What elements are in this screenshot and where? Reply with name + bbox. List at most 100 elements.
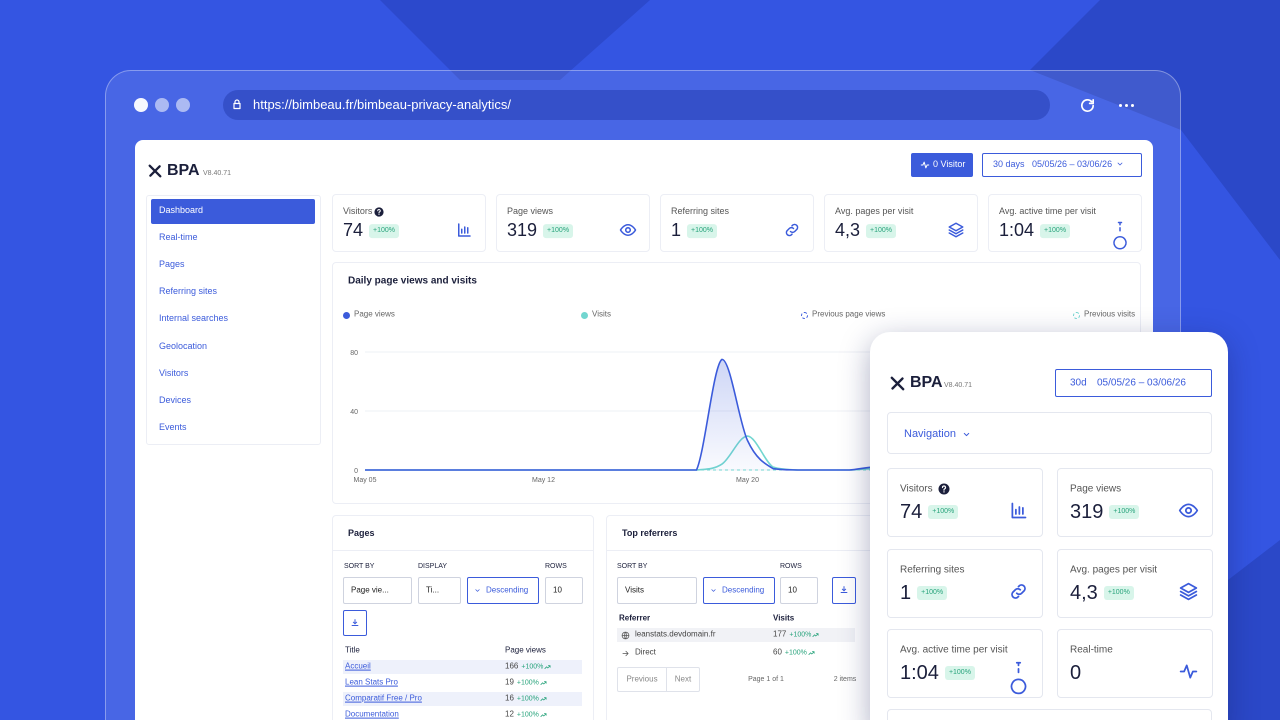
select[interactable] <box>418 577 461 604</box>
pages-card <box>332 515 594 720</box>
change: +100% <box>516 679 539 687</box>
page-info: Page 1 of 1 <box>748 676 784 684</box>
select-value: Descending <box>486 585 529 595</box>
legend-swatch <box>800 311 808 319</box>
page-link: Lean Stats Pro <box>345 677 398 687</box>
icon <box>963 432 969 436</box>
select[interactable] <box>545 577 583 604</box>
menu-dot <box>1124 103 1128 107</box>
version: V8.40.71 <box>944 382 973 390</box>
navigation-label: Navigation <box>904 427 956 440</box>
row: 0 <box>1070 662 1081 684</box>
trend-icon <box>544 665 551 669</box>
icon <box>621 631 629 639</box>
stat-value: 4,3 <box>835 220 861 241</box>
window-dot <box>155 98 169 112</box>
select-value: Descending <box>722 585 765 595</box>
icon <box>351 619 359 626</box>
bg-shape <box>1030 0 1280 260</box>
divider <box>332 550 594 551</box>
row-bg <box>343 660 582 674</box>
select[interactable] <box>617 577 697 604</box>
help-icon <box>374 207 384 217</box>
nav-item: Geolocation <box>159 340 208 351</box>
select[interactable] <box>467 577 539 604</box>
row: 319 +100% <box>1070 501 1140 523</box>
icon <box>948 222 964 238</box>
next-button[interactable] <box>666 667 700 692</box>
select[interactable] <box>703 577 775 604</box>
download-button[interactable] <box>343 610 367 636</box>
icon <box>840 586 848 593</box>
icon <box>920 161 930 169</box>
row: 166 +100% <box>505 661 551 672</box>
stat-change: +100% <box>1040 224 1071 238</box>
range-dates: 05/05/26 – 03/06/26 <box>1097 377 1186 389</box>
column-header: Visits <box>773 613 795 623</box>
window-dot <box>134 98 148 112</box>
page-views: 12 <box>505 709 514 719</box>
nav-item: Visitors <box>159 367 189 378</box>
stat-value: 74 <box>900 501 923 523</box>
menu-dot <box>1130 103 1134 107</box>
next-label: Next <box>674 674 692 684</box>
select-value: 10 <box>788 585 797 595</box>
stat-card <box>887 549 1043 618</box>
icon <box>1178 503 1198 517</box>
y-tick-label: 40 <box>350 409 358 416</box>
legend-label: Visits <box>592 309 611 319</box>
stat-card <box>660 194 814 252</box>
stat-change: +100% <box>928 505 959 519</box>
date-range[interactable] <box>982 153 1142 177</box>
y-tick-label: 80 <box>350 350 358 357</box>
y-tick-label: 0 <box>354 468 358 475</box>
nav-item-active[interactable] <box>151 199 315 224</box>
trend-icon <box>540 681 547 685</box>
row: 74 +100% <box>900 501 959 523</box>
stat-label: Page views <box>507 206 554 217</box>
date-range[interactable] <box>1055 369 1212 397</box>
row: 12 +100% <box>505 709 547 720</box>
column-header: Referrer <box>619 613 651 623</box>
row: 16 +100% <box>505 694 547 704</box>
change: +100% <box>521 663 544 671</box>
stat-change: +100% <box>1103 586 1134 600</box>
page-views: 166 <box>505 661 519 671</box>
panel-title: Pages <box>348 528 375 539</box>
stat-card <box>988 194 1142 252</box>
icon <box>785 223 799 237</box>
bg-shape <box>1228 540 1280 720</box>
visits: 177 <box>773 629 787 639</box>
navigation-toggle[interactable] <box>887 412 1212 454</box>
legend-swatch <box>342 311 350 319</box>
stat-label: Avg. active time per visit <box>900 644 1008 656</box>
address-bar <box>223 90 1050 120</box>
stat-change: +100% <box>687 224 718 238</box>
download-button[interactable] <box>832 577 856 604</box>
legend-label: Previous page views <box>812 309 886 319</box>
nav-item: Events <box>159 421 187 432</box>
field-label: DISPLAY <box>418 563 448 571</box>
stat-value: 319 <box>1070 501 1104 523</box>
select[interactable] <box>343 577 412 604</box>
logo-icon <box>890 376 904 390</box>
sidebar <box>146 195 321 445</box>
stat-label: Referring sites <box>671 206 730 217</box>
select[interactable] <box>780 577 818 604</box>
stat-label: Avg. pages per visit <box>835 206 914 217</box>
select-value: 10 <box>553 585 562 595</box>
row-bg <box>617 628 855 642</box>
change: +100% <box>516 711 539 719</box>
stat-label: Avg. pages per visit <box>1070 564 1158 576</box>
stat-change: +100% <box>944 666 975 680</box>
stat-value: 0 <box>1070 662 1082 684</box>
help-icon <box>938 483 950 495</box>
stat-card <box>1057 549 1213 618</box>
icon <box>619 224 637 236</box>
visits: 60 <box>773 647 782 657</box>
legend-label: Previous visits <box>1084 309 1136 319</box>
stat-card <box>887 629 1043 698</box>
stat-card <box>1057 629 1213 698</box>
